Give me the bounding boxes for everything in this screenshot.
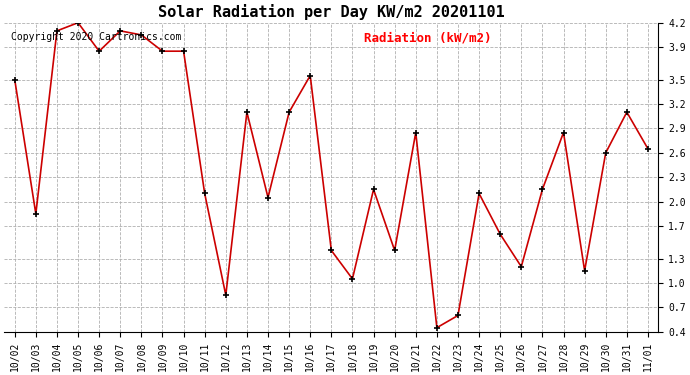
Text: Radiation (kW/m2): Radiation (kW/m2) bbox=[364, 32, 491, 45]
Text: Copyright 2020 Cartronics.com: Copyright 2020 Cartronics.com bbox=[11, 32, 181, 42]
Title: Solar Radiation per Day KW/m2 20201101: Solar Radiation per Day KW/m2 20201101 bbox=[158, 4, 504, 20]
